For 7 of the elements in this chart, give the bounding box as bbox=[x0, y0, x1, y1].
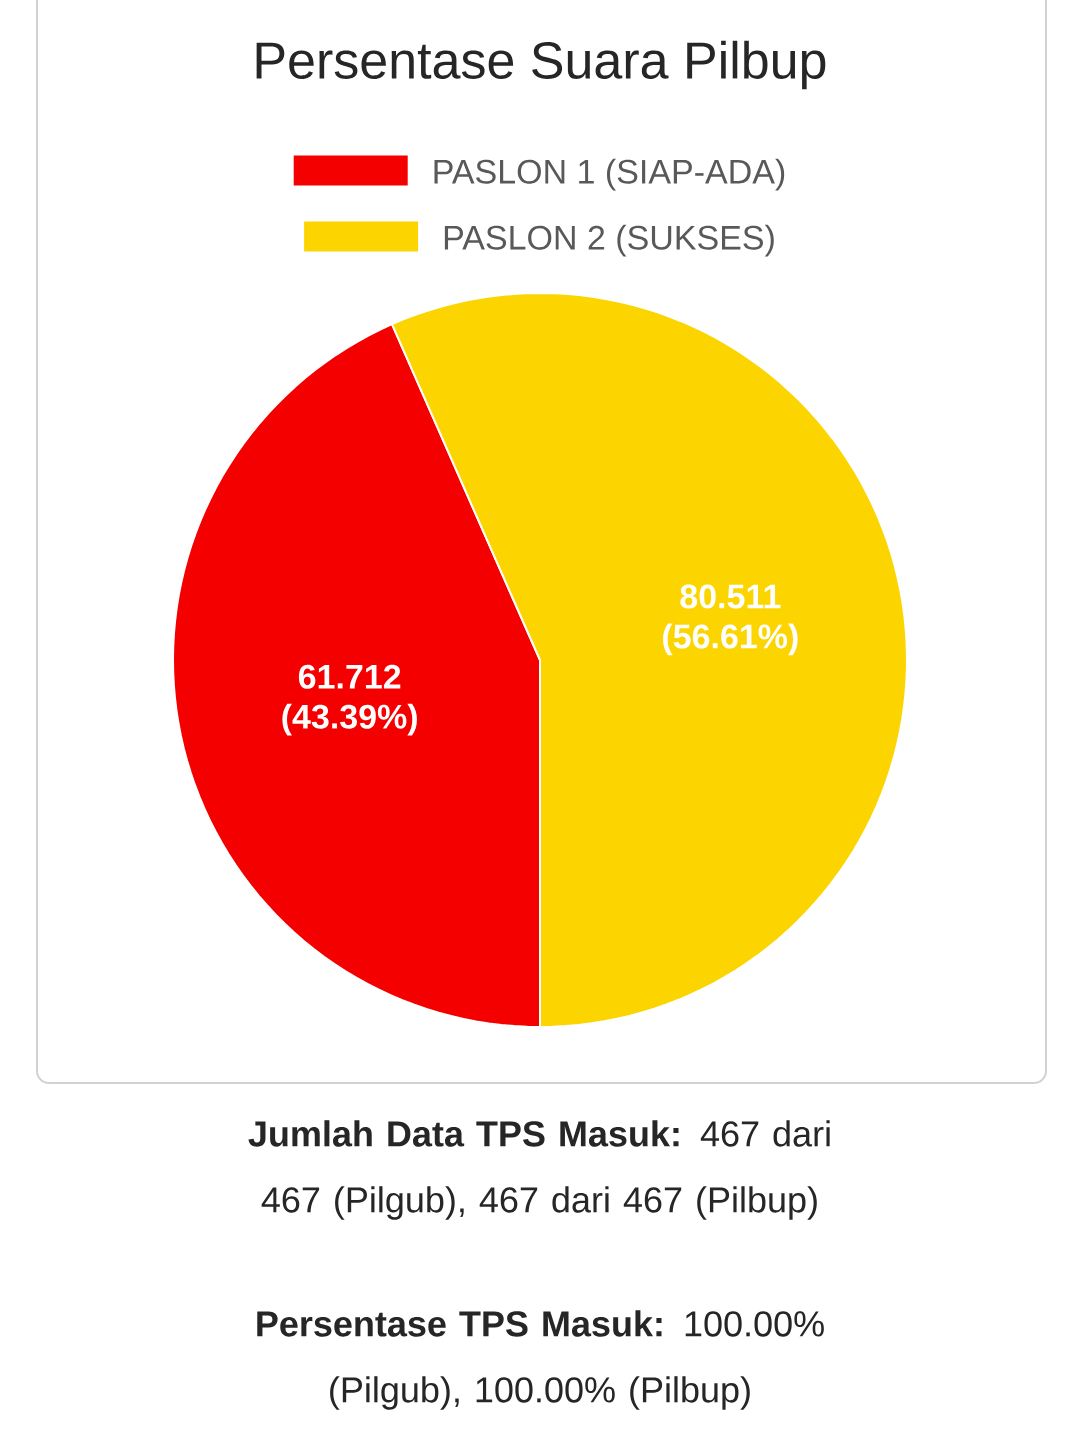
text: Jumlah Data TPS Masuk: 467 dari 467 (Pilgub), 467 dari 467 (Pilbup) bbox=[248, 1120, 830, 1220]
chart-title: Persentase Suara Pilbup bbox=[256, 40, 826, 90]
data-label: 61.712 (43.39%) bbox=[282, 664, 417, 736]
data-label: 80.511 (56.61%) bbox=[663, 584, 798, 656]
legend-label: PASLON 1 (SIAP-ADA) bbox=[434, 158, 785, 191]
text: Persentase TPS Masuk: 100.00% (Pilgub), 100.00% (Pilbup) bbox=[257, 1310, 824, 1410]
legend-label: PASLON 2 (SUKSES) bbox=[444, 224, 774, 257]
